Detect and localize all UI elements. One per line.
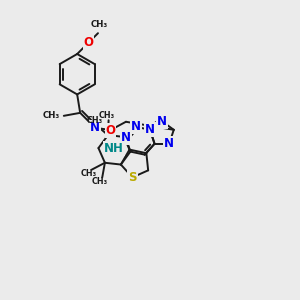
Text: CH₃: CH₃ bbox=[42, 111, 60, 120]
Text: NH: NH bbox=[104, 142, 124, 154]
Text: O: O bbox=[106, 124, 116, 136]
Text: CH₃: CH₃ bbox=[91, 177, 107, 186]
Text: CH₃: CH₃ bbox=[90, 20, 107, 29]
Text: O: O bbox=[106, 124, 116, 136]
Text: N: N bbox=[131, 120, 141, 133]
Text: O: O bbox=[83, 36, 94, 49]
Text: O: O bbox=[83, 36, 94, 49]
Text: CH₃: CH₃ bbox=[98, 111, 115, 120]
Text: N: N bbox=[121, 131, 131, 144]
Text: CH₃: CH₃ bbox=[81, 169, 97, 178]
Text: N: N bbox=[145, 123, 155, 136]
Text: N: N bbox=[90, 121, 100, 134]
Text: N: N bbox=[157, 115, 167, 128]
Text: N: N bbox=[164, 137, 174, 150]
Text: S: S bbox=[128, 171, 137, 184]
Text: N: N bbox=[90, 121, 100, 134]
Text: CH₃: CH₃ bbox=[86, 116, 103, 125]
